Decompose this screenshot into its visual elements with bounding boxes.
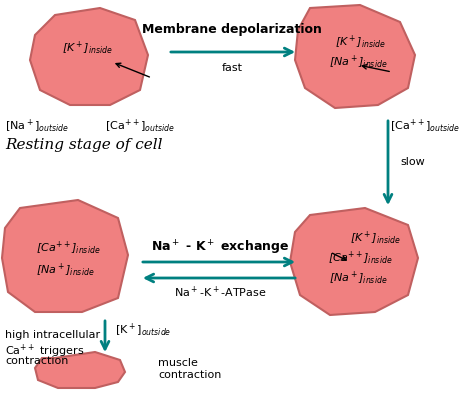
- Text: high intracellular: high intracellular: [5, 330, 100, 340]
- Text: [Ca$^{++}$]$_{inside}$: [Ca$^{++}$]$_{inside}$: [36, 239, 100, 257]
- Text: Na$^+$-K$^+$-ATPase: Na$^+$-K$^+$-ATPase: [174, 285, 266, 300]
- Text: [Ca$^{++}$]$_{outside}$: [Ca$^{++}$]$_{outside}$: [390, 118, 460, 135]
- Text: [K$^+$]$_{outside}$: [K$^+$]$_{outside}$: [115, 322, 172, 339]
- Text: [K$^+$]$_{inside}$: [K$^+$]$_{inside}$: [62, 39, 112, 56]
- Text: [Ca$^{++}$]$_{outside}$: [Ca$^{++}$]$_{outside}$: [105, 118, 175, 135]
- Polygon shape: [30, 8, 148, 105]
- Text: [Na$^+$]$_{inside}$: [Na$^+$]$_{inside}$: [328, 270, 387, 287]
- Polygon shape: [35, 352, 125, 388]
- Text: Na$^+$ - K$^+$ exchange: Na$^+$ - K$^+$ exchange: [151, 239, 289, 257]
- Text: Resting stage of cell: Resting stage of cell: [5, 138, 163, 152]
- Text: Membrane depolarization: Membrane depolarization: [142, 23, 322, 37]
- Text: [K$^+$]$_{inside}$: [K$^+$]$_{inside}$: [335, 33, 385, 50]
- Polygon shape: [2, 200, 128, 312]
- Text: muscle: muscle: [158, 358, 198, 368]
- Text: [K$^+$]$_{inside}$: [K$^+$]$_{inside}$: [350, 229, 401, 247]
- Text: [Ca$^{++}$]$_{inside}$: [Ca$^{++}$]$_{inside}$: [328, 249, 392, 266]
- Polygon shape: [290, 208, 418, 315]
- Text: [Na$^+$]$_{inside}$: [Na$^+$]$_{inside}$: [328, 54, 387, 71]
- Text: contraction: contraction: [158, 370, 221, 380]
- Text: [Na$^+$]$_{outside}$: [Na$^+$]$_{outside}$: [5, 118, 69, 135]
- Text: fast: fast: [221, 63, 243, 73]
- Text: slow: slow: [400, 157, 425, 167]
- Text: contraction: contraction: [5, 356, 68, 366]
- Text: [Na$^+$]$_{inside}$: [Na$^+$]$_{inside}$: [36, 262, 94, 278]
- Text: Ca$^{++}$ triggers: Ca$^{++}$ triggers: [5, 343, 84, 360]
- Polygon shape: [295, 5, 415, 108]
